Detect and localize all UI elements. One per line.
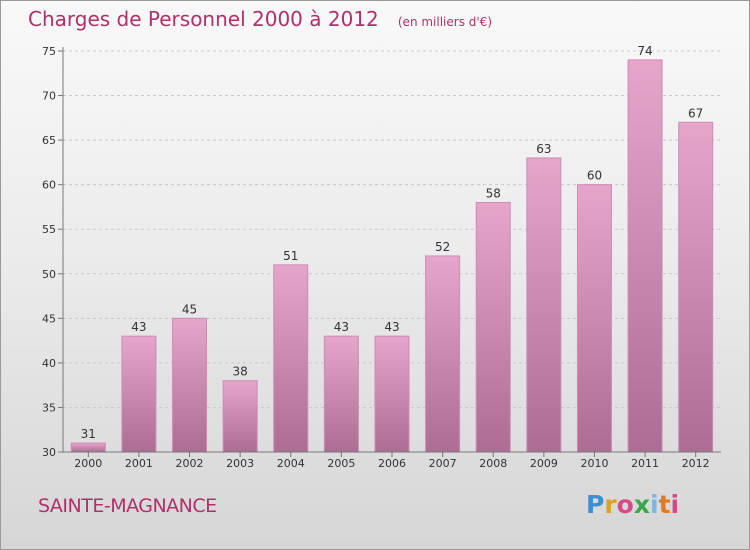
y-tick-label: 60 [42,179,56,192]
chart-unit-label: (en milliers d'€) [397,15,492,29]
bar-value-label: 74 [637,44,652,58]
y-tick-label: 65 [42,134,56,147]
logo-letter: P [586,490,605,519]
logo-letter: t [658,490,671,519]
x-tick-label: 2007 [429,457,457,470]
bar [121,335,157,453]
bar-value-label: 43 [131,320,146,334]
bar [172,317,208,453]
bar [273,264,309,453]
bar-value-label: 31 [81,427,96,441]
bar-value-label: 45 [182,302,197,316]
bar [576,184,612,453]
x-tick-label: 2005 [327,457,355,470]
chart-title: Charges de Personnel 2000 à 2012 [28,7,379,31]
bar [627,59,663,453]
title-row: Charges de Personnel 2000 à 2012 (en mil… [28,7,492,31]
logo-letter: x [633,490,650,519]
bar-value-label: 60 [587,169,602,183]
bar-value-label: 43 [334,320,349,334]
x-tick-label: 2012 [682,457,710,470]
y-tick-label: 75 [42,45,56,58]
x-tick-label: 2002 [176,457,204,470]
bar [526,157,562,453]
x-tick-label: 2004 [277,457,305,470]
y-tick-label: 40 [42,357,56,370]
bar [323,335,359,453]
x-tick-label: 2006 [378,457,406,470]
bar [425,255,461,453]
proxiti-logo[interactable]: Proxiti [586,490,679,519]
y-tick-label: 35 [42,401,56,414]
axes: 30 35 40 45 50 55 60 65 70 75 2000 2001 2002 2003 2004… [42,45,721,470]
logo-letter: i [670,490,680,519]
bar-value-label: 51 [283,249,298,263]
place-name: SAINTE-MAGNANCE [38,495,217,517]
y-tick-label: 50 [42,268,56,281]
bar-value-label: 43 [384,320,399,334]
bar [222,380,258,453]
bar [70,442,106,453]
logo-letter: i [650,490,659,519]
bar-value-label: 58 [486,186,501,200]
x-tick-label: 2011 [631,457,659,470]
logo-letter: r [604,490,617,519]
x-tick-label: 2001 [125,457,153,470]
bar-value-label: 67 [688,106,703,120]
x-tick-label: 2003 [226,457,254,470]
y-tick-label: 55 [42,223,56,236]
x-tick-label: 2008 [479,457,507,470]
bar [475,201,511,453]
bar-value-label: 38 [233,365,248,379]
logo-letter: o [616,490,634,519]
x-tick-label: 2009 [530,457,558,470]
bar [678,121,714,453]
bar-value-label: 52 [435,240,450,254]
y-tick-label: 70 [42,90,56,103]
bar-value-label: 63 [536,142,551,156]
x-tick-label: 2010 [580,457,608,470]
bar [374,335,410,453]
y-tick-label: 45 [42,312,56,325]
y-tick-label: 30 [42,446,56,459]
bars: 31 43 45 38 51 43 43 52 58 63 60 74 67 [70,44,714,453]
x-tick-label: 2000 [74,457,102,470]
